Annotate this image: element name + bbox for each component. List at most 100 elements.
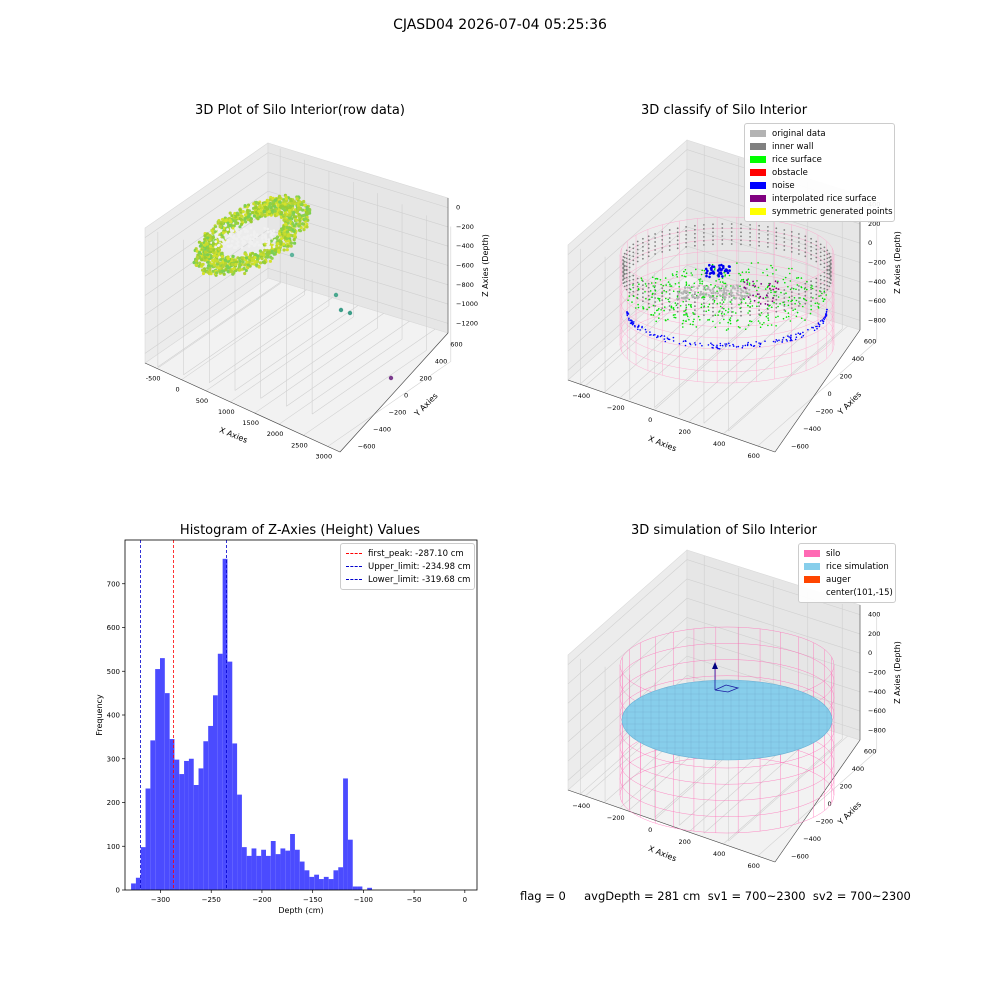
x-axis-label: X Axies <box>218 425 249 444</box>
raw-point <box>273 198 277 202</box>
inner-wall-point <box>712 223 714 226</box>
rice-surface-point <box>695 268 697 271</box>
rice-surface-point <box>713 268 716 271</box>
original-data-point <box>699 293 703 296</box>
original-data-point <box>707 293 710 296</box>
legend-swatch <box>750 156 766 163</box>
original-data-point <box>681 292 685 295</box>
inner-wall-point <box>703 228 705 230</box>
rice-surface-point <box>794 302 796 305</box>
legend-swatch <box>804 576 820 583</box>
original-data-point <box>722 289 726 292</box>
inner-wall-point <box>798 305 800 307</box>
x-axis-label: Depth (cm) <box>278 906 323 915</box>
rice-surface-point <box>651 293 654 295</box>
raw-point <box>243 271 247 276</box>
raw-point <box>234 260 238 264</box>
histogram-bar <box>246 855 252 891</box>
rice-surface-point <box>640 277 643 279</box>
noise-point <box>633 321 635 323</box>
histogram-bar <box>203 741 209 890</box>
rice-surface-point <box>658 307 660 310</box>
inner-wall-point <box>694 293 696 296</box>
inner-wall-point <box>625 276 628 279</box>
raw-point <box>211 231 215 235</box>
inner-wall-point <box>676 235 679 238</box>
noise-point <box>672 336 675 339</box>
inner-wall-point <box>819 255 822 258</box>
noise-point <box>742 345 744 347</box>
raw-plot-title: 3D Plot of Silo Interior(row data) <box>195 103 405 118</box>
raw-point <box>239 214 243 218</box>
raw-point <box>238 225 242 229</box>
noise-point <box>759 345 761 348</box>
raw-point <box>216 221 220 225</box>
rice-surface-point <box>701 297 703 299</box>
raw-point-gap <box>226 228 230 231</box>
rice-surface-point <box>740 280 742 283</box>
original-data-point <box>712 290 715 293</box>
z-axis-label: Z Axies (Depth) <box>893 641 902 704</box>
rice-surface-point <box>699 278 702 280</box>
rice-surface-point <box>644 283 647 285</box>
rice-surface-point <box>810 286 812 289</box>
inner-wall-point <box>647 294 650 297</box>
raw-point <box>222 272 226 276</box>
raw-point <box>245 260 249 264</box>
original-data-point <box>736 284 740 287</box>
rice-surface-point <box>681 322 684 325</box>
inner-wall-point <box>823 275 826 278</box>
inner-wall-point <box>815 240 818 243</box>
inner-wall-point <box>730 231 733 233</box>
rice-surface-point <box>759 326 762 328</box>
raw-point-gap <box>214 240 218 243</box>
rice-surface-point <box>688 303 690 306</box>
rice-surface-point <box>760 312 763 314</box>
rice-surface-point <box>787 285 789 288</box>
noise-cluster-point <box>718 267 722 270</box>
rice-surface-point <box>660 309 662 311</box>
original-data-point <box>680 291 683 294</box>
y-tick-label: 300 <box>107 755 120 763</box>
raw-point <box>249 220 253 224</box>
rice-surface-point <box>746 281 749 283</box>
noise-point <box>781 341 784 343</box>
legend-entry: auger <box>804 573 890 586</box>
y-axis-label: Y Axies <box>836 390 864 418</box>
raw-point <box>203 253 207 257</box>
raw-point-gap <box>215 232 219 236</box>
inner-wall-point <box>685 300 687 302</box>
raw-point <box>203 243 207 247</box>
noise-cluster-point <box>712 271 716 275</box>
y-tick-label: 600 <box>864 748 876 756</box>
noise-point <box>710 342 712 344</box>
raw-point <box>230 262 235 267</box>
rice-surface-point <box>729 301 732 303</box>
raw-point-gap <box>266 230 270 234</box>
raw-point <box>293 233 297 237</box>
raw-point <box>287 208 292 213</box>
rice-surface-point <box>719 302 721 304</box>
noise-point <box>747 341 749 344</box>
raw-point <box>297 206 301 210</box>
rice-surface-point <box>672 274 674 277</box>
rice-surface-point <box>717 314 719 316</box>
inner-wall-point <box>810 253 812 256</box>
y-tick-label: 400 <box>852 355 864 363</box>
raw-point-gap <box>246 234 250 238</box>
rice-surface-point <box>674 316 677 319</box>
histogram-bar <box>270 841 276 890</box>
raw-point-gap <box>243 230 247 233</box>
raw-point <box>292 211 296 215</box>
y-tick-label: 200 <box>107 799 120 807</box>
rice-surface-point <box>658 317 660 319</box>
legend-label: center(101,-15) <box>826 587 893 598</box>
noise-point <box>644 328 647 331</box>
inner-wall-point <box>661 251 664 253</box>
y-tick-label: −400 <box>803 425 821 433</box>
rice-surface-point <box>787 312 790 314</box>
rice-surface-point <box>635 307 637 309</box>
rice-surface-point <box>814 302 817 305</box>
original-data-point <box>709 295 712 298</box>
inner-wall-point <box>826 265 829 268</box>
